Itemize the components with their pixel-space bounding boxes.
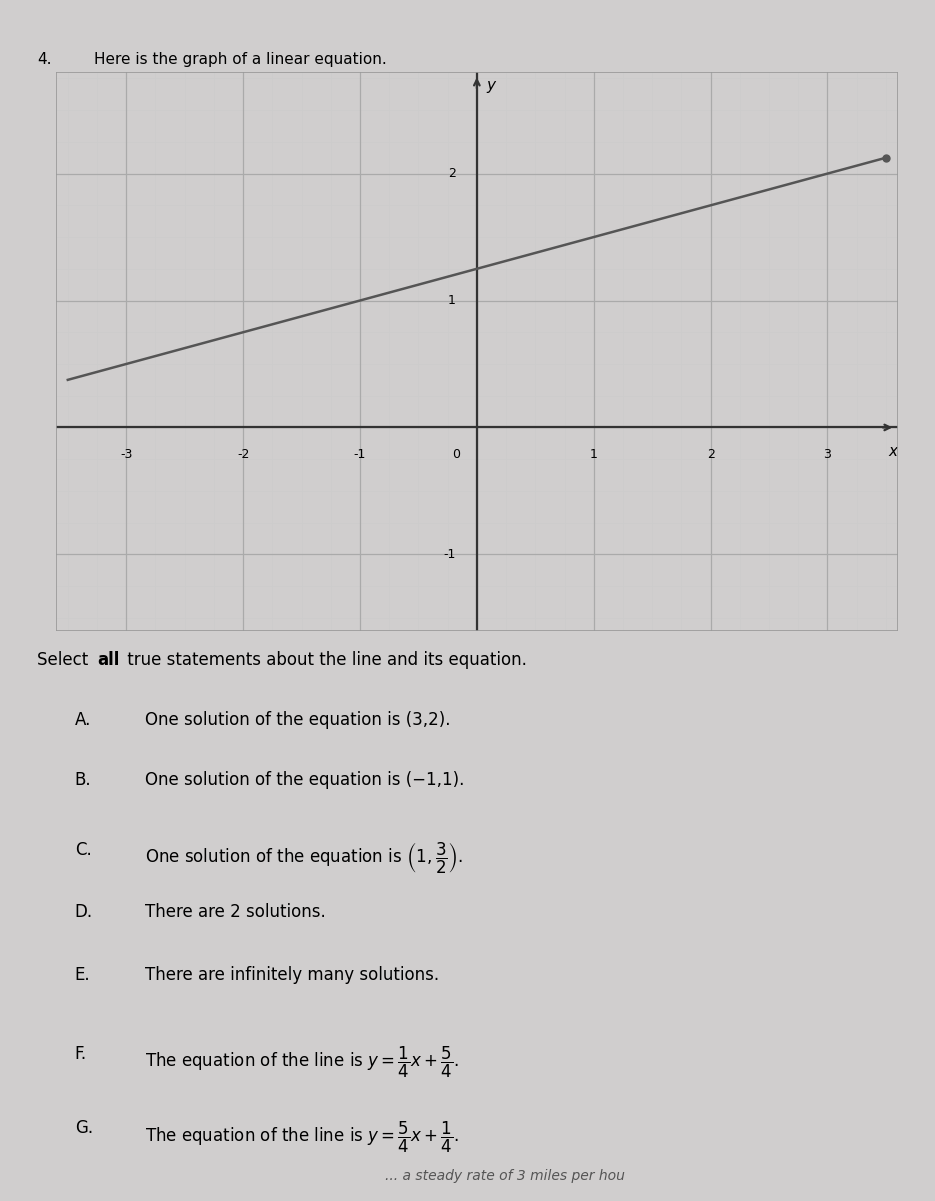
Text: B.: B. <box>75 771 92 789</box>
Text: x: x <box>888 444 898 459</box>
Text: One solution of the equation is $\left(1,\dfrac{3}{2}\right)$.: One solution of the equation is $\left(1… <box>145 841 463 876</box>
Bar <box>56 72 898 631</box>
Text: There are 2 solutions.: There are 2 solutions. <box>145 903 325 921</box>
Text: -2: -2 <box>237 448 250 461</box>
Text: ... a steady rate of 3 miles per hou: ... a steady rate of 3 miles per hou <box>385 1169 625 1183</box>
Text: 2: 2 <box>448 167 456 180</box>
Text: Here is the graph of a linear equation.: Here is the graph of a linear equation. <box>94 52 386 66</box>
Text: 0: 0 <box>452 448 460 461</box>
Text: One solution of the equation is (−1,1).: One solution of the equation is (−1,1). <box>145 771 465 789</box>
Text: 1: 1 <box>590 448 597 461</box>
Text: C.: C. <box>75 841 92 859</box>
Text: -1: -1 <box>443 548 456 561</box>
Text: 2: 2 <box>707 448 714 461</box>
Text: all: all <box>97 651 120 669</box>
Text: 3: 3 <box>824 448 831 461</box>
Text: A.: A. <box>75 711 92 729</box>
Text: F.: F. <box>75 1045 87 1063</box>
Text: -1: -1 <box>353 448 367 461</box>
Text: There are infinitely many solutions.: There are infinitely many solutions. <box>145 966 439 984</box>
Text: The equation of the line is $y = \dfrac{1}{4}x + \dfrac{5}{4}$.: The equation of the line is $y = \dfrac{… <box>145 1045 459 1080</box>
Text: D.: D. <box>75 903 93 921</box>
Text: true statements about the line and its equation.: true statements about the line and its e… <box>122 651 527 669</box>
Text: 1: 1 <box>448 294 456 307</box>
Text: y: y <box>486 78 496 94</box>
Text: The equation of the line is $y = \dfrac{5}{4}x + \dfrac{1}{4}$.: The equation of the line is $y = \dfrac{… <box>145 1119 459 1154</box>
Text: Select: Select <box>37 651 94 669</box>
Text: -3: -3 <box>120 448 133 461</box>
Text: One solution of the equation is (3,2).: One solution of the equation is (3,2). <box>145 711 451 729</box>
Text: 4.: 4. <box>37 52 52 66</box>
Text: E.: E. <box>75 966 91 984</box>
Text: G.: G. <box>75 1119 93 1137</box>
